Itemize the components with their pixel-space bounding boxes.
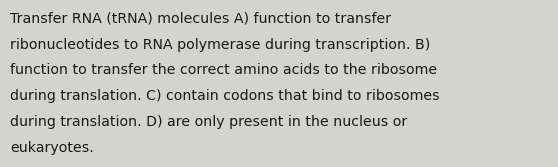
Text: during translation. D) are only present in the nucleus or: during translation. D) are only present …: [10, 115, 407, 129]
Text: ribonucleotides to RNA polymerase during transcription. B): ribonucleotides to RNA polymerase during…: [10, 38, 430, 52]
Text: Transfer RNA (tRNA) molecules A) function to transfer: Transfer RNA (tRNA) molecules A) functio…: [10, 12, 391, 26]
Text: function to transfer the correct amino acids to the ribosome: function to transfer the correct amino a…: [10, 63, 437, 77]
Text: during translation. C) contain codons that bind to ribosomes: during translation. C) contain codons th…: [10, 89, 440, 103]
Text: eukaryotes.: eukaryotes.: [10, 141, 94, 155]
